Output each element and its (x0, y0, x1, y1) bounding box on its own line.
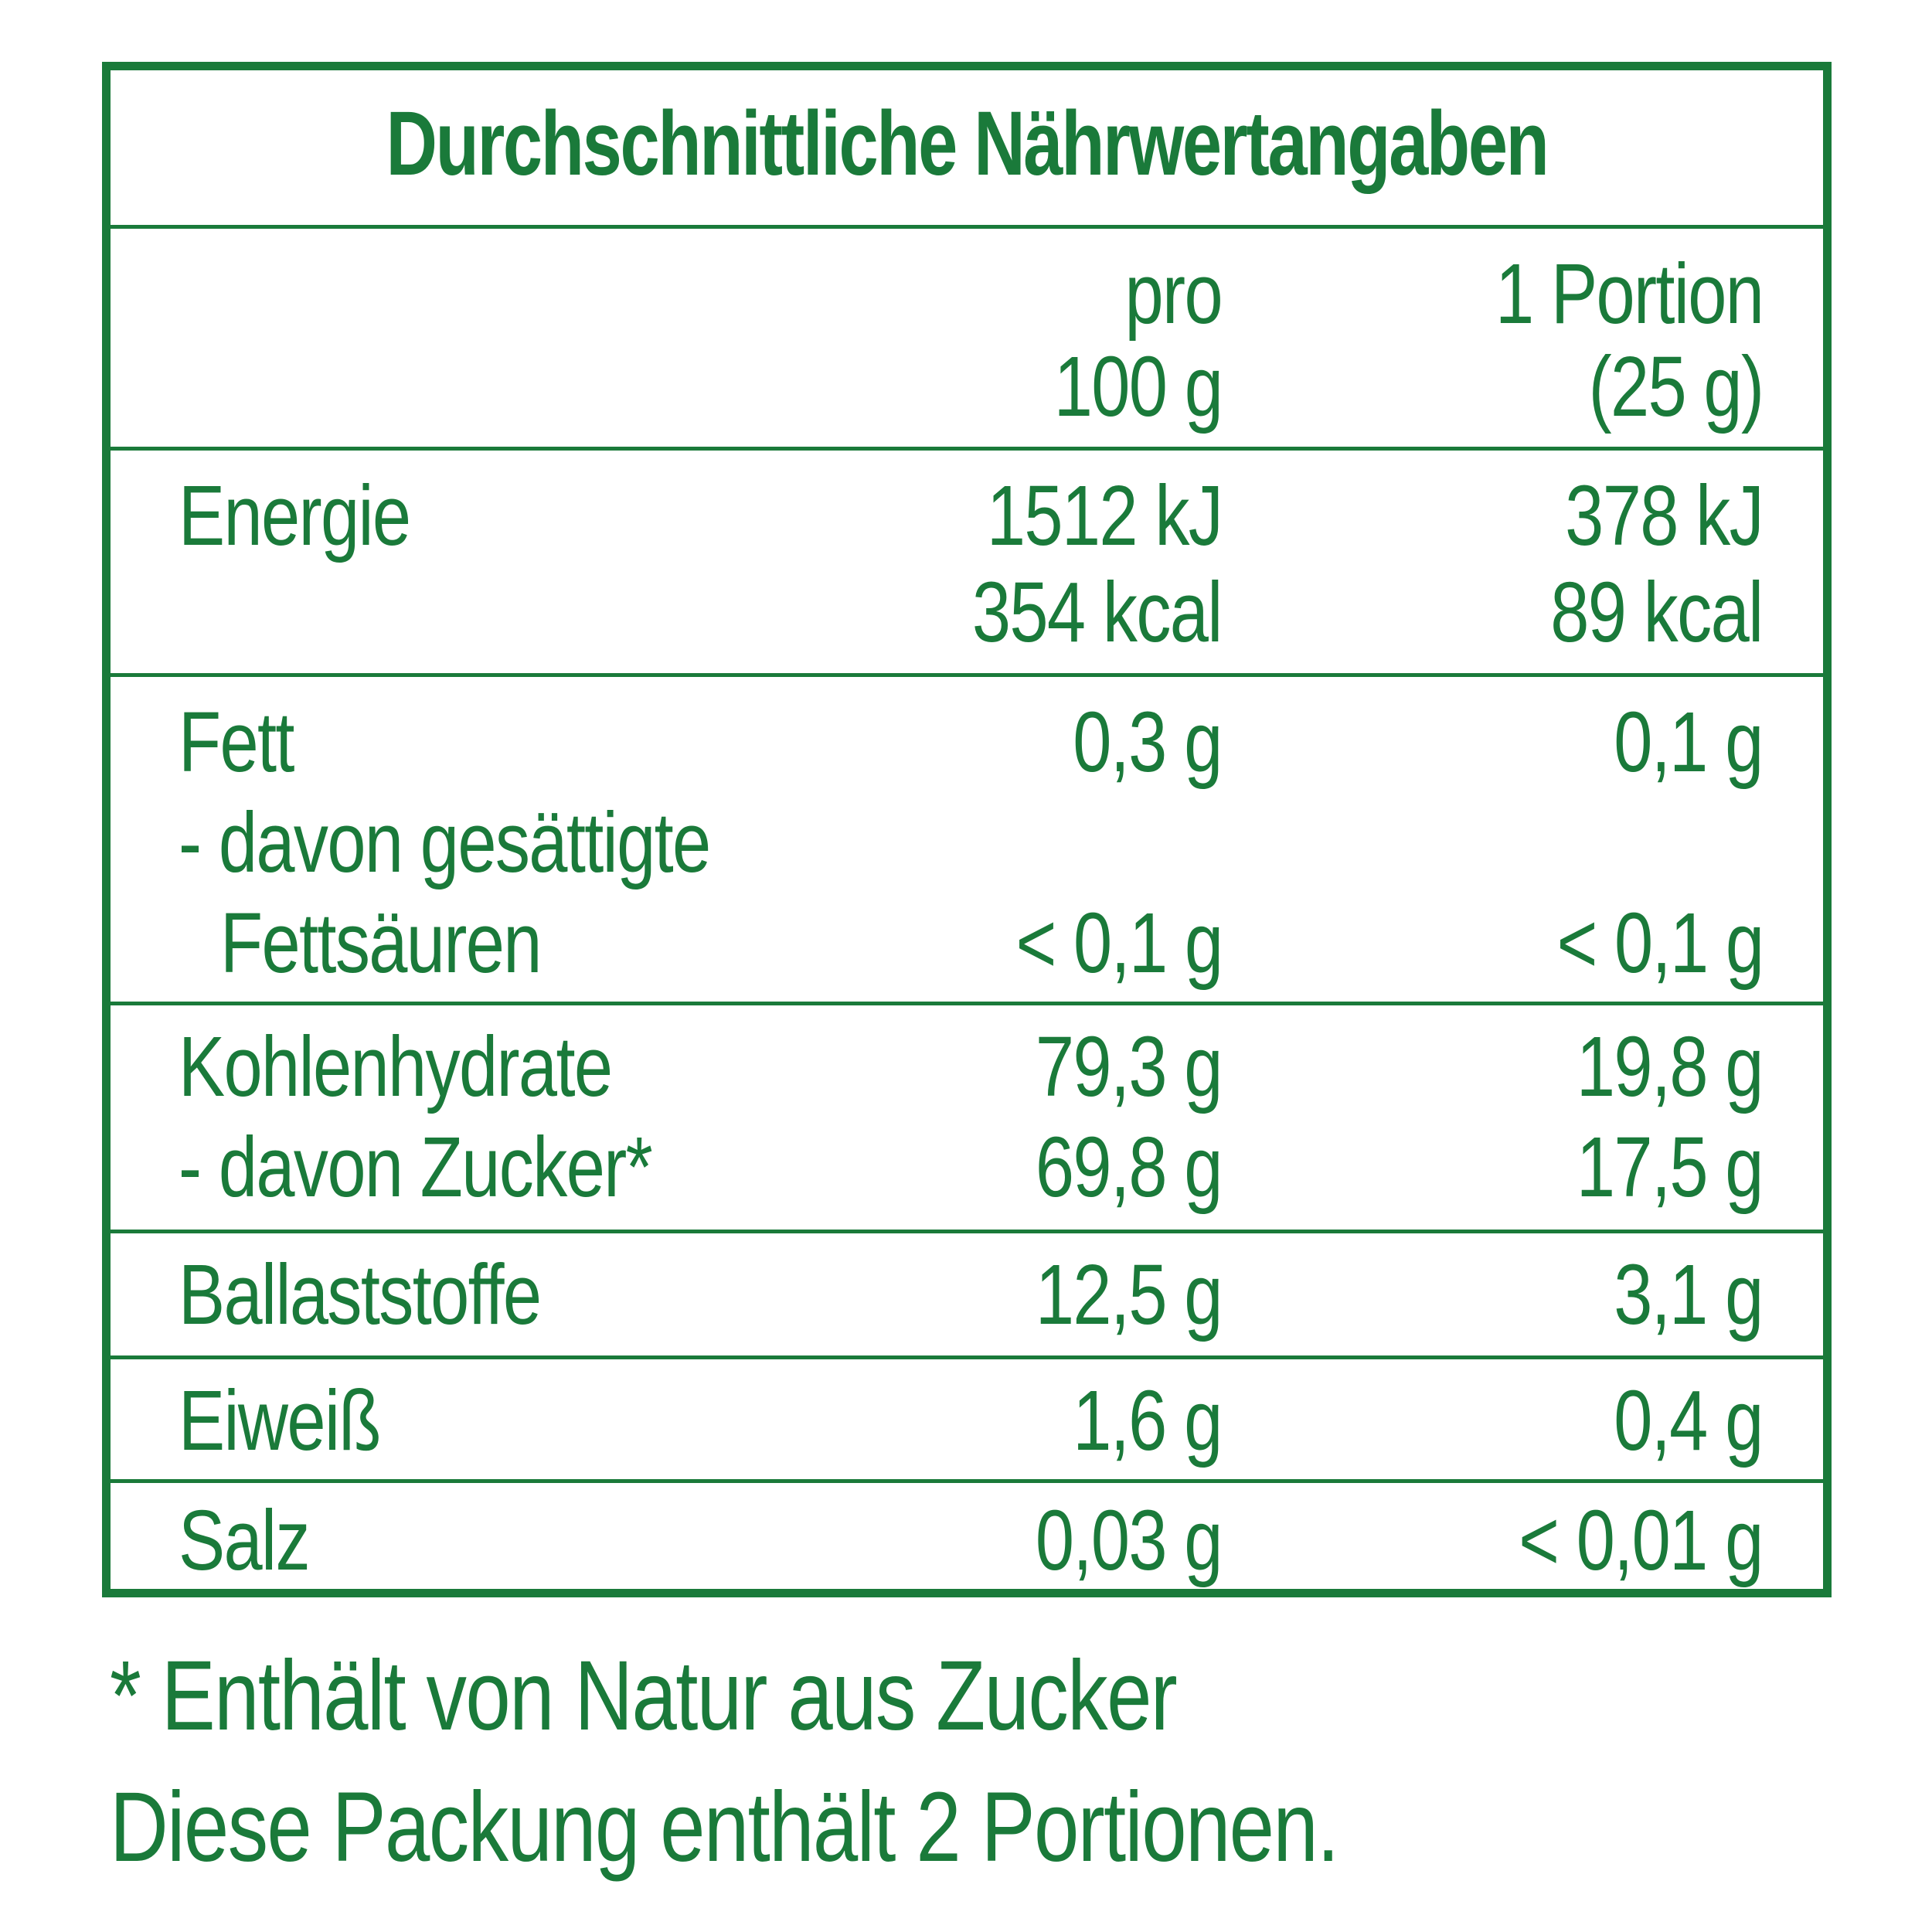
footnote-portions: Diese Packung enthält 2 Portionen. (110, 1772, 1339, 1883)
value-per-100g: 0,3 g (1073, 695, 1223, 790)
value-per-100g: 12,5 g (1036, 1247, 1223, 1342)
value-per-portion: < 0,01 g (1519, 1493, 1764, 1588)
value-per-portion: 3,1 g (1614, 1247, 1764, 1342)
value-per-100g: 69,8 g (1036, 1120, 1223, 1215)
table-row-eiweiss: Eiweiß 1,6 g 0,4 g (111, 1355, 1823, 1479)
row-label: Ballaststoffe (179, 1247, 542, 1342)
table-row-salz: Salz 0,03 g < 0,01 g (111, 1479, 1823, 1597)
row-label: Energie (179, 468, 411, 563)
header-col2-line1: 1 Portion (1495, 247, 1764, 342)
table-row-ballaststoffe: Ballaststoffe 12,5 g 3,1 g (111, 1230, 1823, 1355)
row-sub-label: - davon Zucker* (179, 1120, 653, 1215)
table-title: Durchschnittliche Nährwertangaben (386, 93, 1549, 195)
value-per-100g: < 0,1 g (1015, 896, 1223, 991)
row-label: Salz (179, 1493, 311, 1588)
header-col1-line1: pro (1124, 247, 1223, 342)
row-label: Kohlenhydrate (179, 1019, 613, 1114)
row-label: Eiweiß (179, 1373, 381, 1468)
value-per-portion: 0,4 g (1614, 1373, 1764, 1468)
table-row-fett: Fett 0,3 g 0,1 g - davon gesättigte Fett… (111, 673, 1823, 1002)
table-row-energie: Energie 1512 kJ 354 kcal 378 kJ 89 kcal (111, 447, 1823, 673)
value-per-portion: < 0,1 g (1556, 896, 1764, 991)
row-sub-label: - davon gesättigte (179, 795, 711, 890)
header-col1-line2: 100 g (1053, 339, 1223, 434)
value-per-100g: 1,6 g (1073, 1373, 1223, 1468)
header-row: pro 100 g 1 Portion (25 g) (111, 225, 1823, 447)
value-per-100g: 354 kcal (972, 565, 1223, 660)
value-per-portion: 89 kcal (1550, 565, 1764, 660)
row-label: Fett (179, 695, 294, 790)
value-per-portion: 19,8 g (1577, 1019, 1764, 1114)
table-row-kohlenhydrate: Kohlenhydrate 79,3 g 19,8 g - davon Zuck… (111, 1002, 1823, 1230)
value-per-100g: 1512 kJ (986, 468, 1223, 563)
value-per-100g: 79,3 g (1036, 1019, 1223, 1114)
value-per-portion: 378 kJ (1565, 468, 1764, 563)
value-per-portion: 0,1 g (1614, 695, 1764, 790)
footnote-sugar: * Enthält von Natur aus Zucker (110, 1641, 1178, 1751)
header-col2-line2: (25 g) (1588, 339, 1764, 434)
value-per-100g: 0,03 g (1036, 1493, 1223, 1588)
nutrition-table: Durchschnittliche Nährwertangaben pro 10… (102, 62, 1832, 1597)
value-per-portion: 17,5 g (1577, 1120, 1764, 1215)
row-sub-label: Fettsäuren (220, 896, 542, 991)
